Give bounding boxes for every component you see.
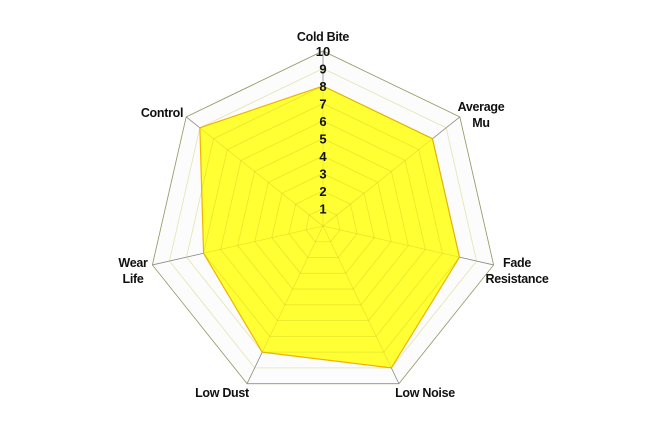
axis-label: Fade Resistance (485, 256, 548, 286)
tick-label: 2 (319, 184, 326, 199)
axis-label: Average Mu (458, 100, 505, 130)
tick-label: 7 (319, 97, 326, 112)
axis-label: Low Dust (195, 386, 250, 400)
tick-label: 9 (319, 62, 326, 77)
grid-ring-overlay (254, 155, 392, 290)
axis-label: Low Noise (395, 386, 455, 400)
spoke-overlay (261, 225, 324, 353)
axis-label: Cold Bite (297, 30, 350, 44)
axis-label: Control (141, 106, 183, 120)
data-polygon (199, 85, 461, 369)
tick-label: 5 (319, 132, 326, 147)
grid-ring-overlay (271, 173, 375, 274)
axis-label: Wear Life (118, 256, 148, 286)
spoke-overlay (322, 225, 392, 369)
axis-labels: Cold Bite Average Mu Fade Resistance Low Nois… (118, 30, 549, 400)
grid-ring-overlay (151, 50, 495, 385)
grid-ring-overlay (169, 68, 477, 369)
tick-label: 4 (319, 149, 327, 164)
grid-ring-overlay (288, 190, 358, 258)
tick-labels: 1 2 3 4 5 6 7 8 9 10 (316, 44, 330, 217)
grid-overlay (151, 50, 495, 385)
grid-ring-overlay (305, 208, 341, 243)
spoke-overlay (199, 127, 324, 227)
tick-label: 1 (319, 202, 326, 217)
grid-ring-overlay (203, 103, 443, 337)
data-area (199, 85, 461, 369)
tick-label: 3 (319, 167, 326, 182)
grid-ring-overlay (220, 120, 426, 322)
grid-ring-overlay (237, 138, 409, 306)
tick-label: 10 (316, 44, 330, 59)
tick-label: 8 (319, 79, 326, 94)
spoke-overlay (322, 225, 460, 258)
spoke-overlay (322, 138, 433, 227)
grid-ring-overlay (186, 85, 460, 353)
spoke-overlay (203, 225, 324, 254)
tick-label: 6 (319, 114, 326, 129)
